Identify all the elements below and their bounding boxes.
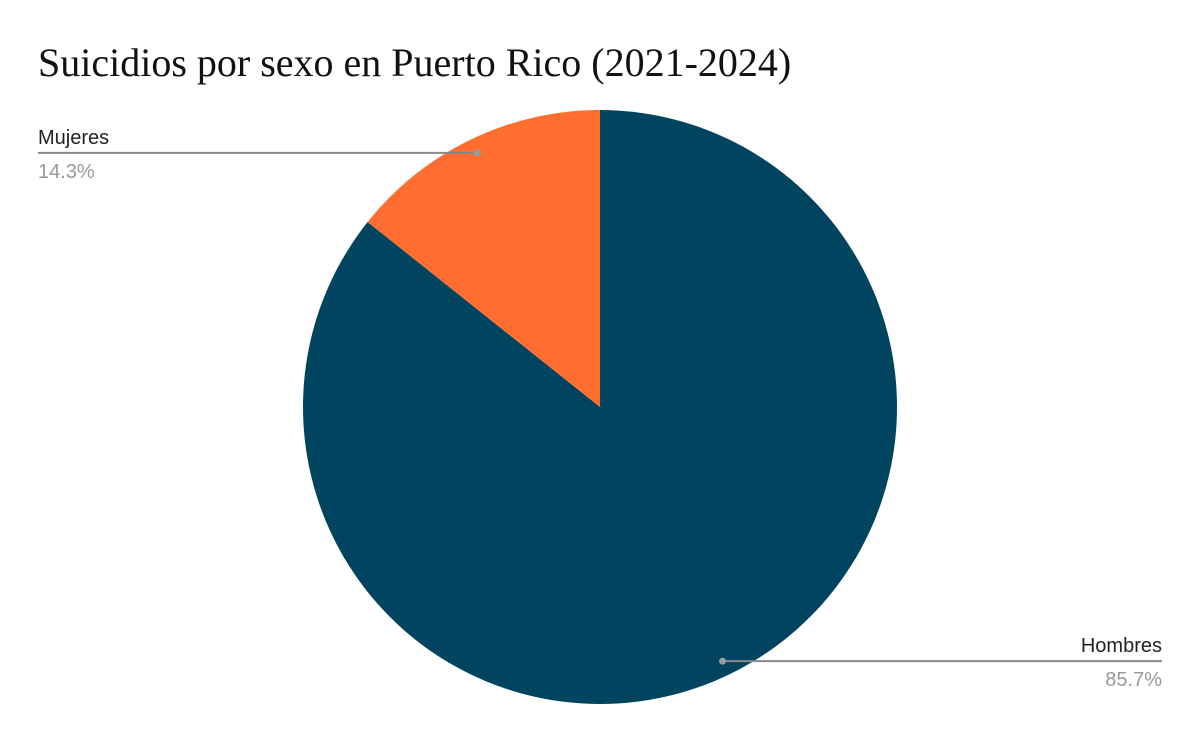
chart-title: Suicidios por sexo en Puerto Rico (2021-… xyxy=(38,40,791,85)
pie-slice xyxy=(367,110,600,407)
pie-slice xyxy=(303,110,898,705)
leader-dot xyxy=(719,657,727,665)
slice-value-label: 14.3% xyxy=(38,161,95,183)
slice-label: Mujeres xyxy=(38,127,109,149)
slice-label: Hombres xyxy=(1081,635,1162,657)
slice-value-label: 85.7% xyxy=(1105,669,1162,691)
leader-dot xyxy=(473,149,481,157)
